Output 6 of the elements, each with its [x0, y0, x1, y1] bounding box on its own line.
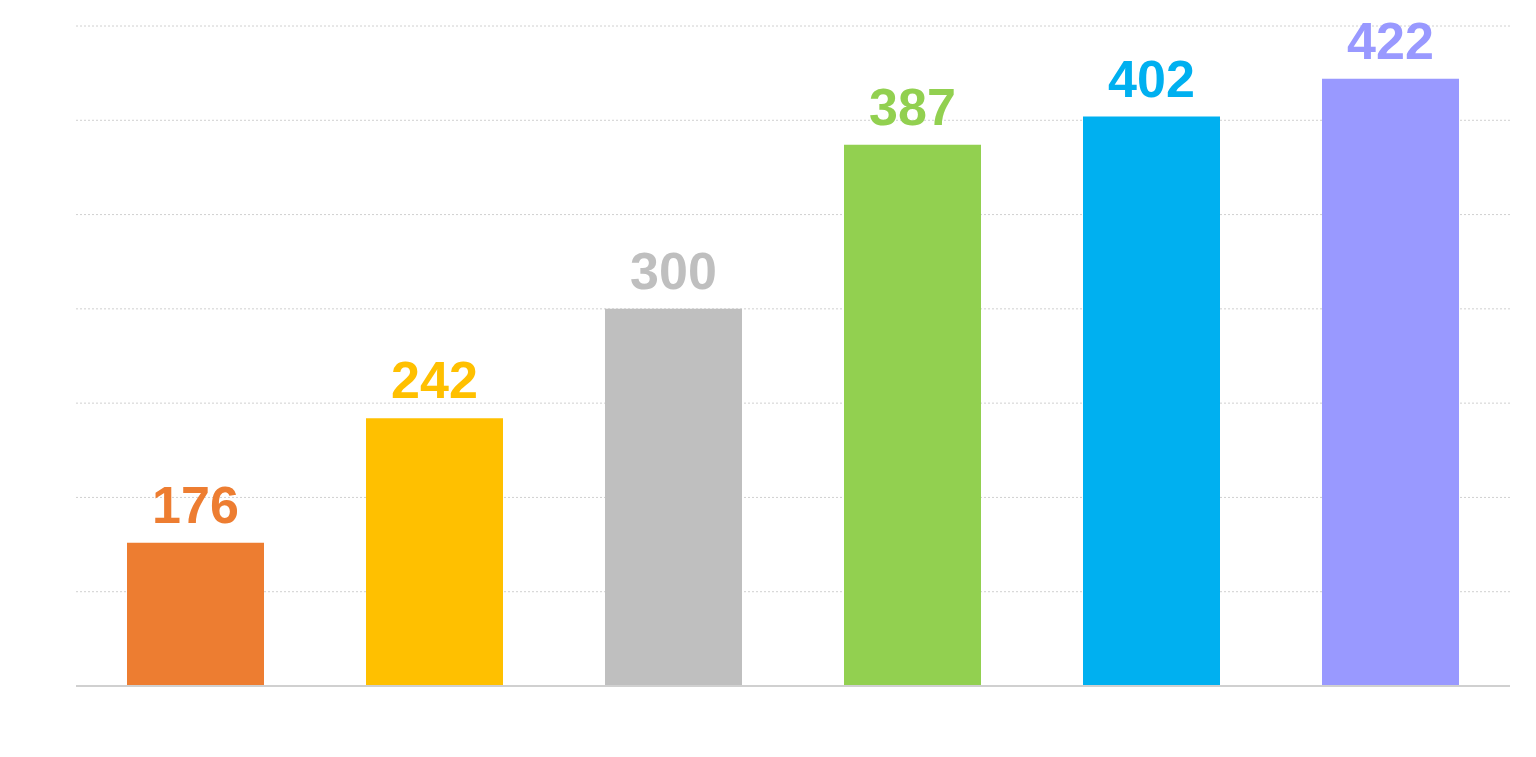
- data-label: 242: [391, 351, 478, 410]
- data-label: 387: [869, 77, 956, 136]
- data-label: 422: [1347, 11, 1434, 70]
- data-label: 176: [152, 475, 239, 534]
- data-label: 300: [630, 241, 717, 300]
- data-label: 402: [1108, 49, 1195, 108]
